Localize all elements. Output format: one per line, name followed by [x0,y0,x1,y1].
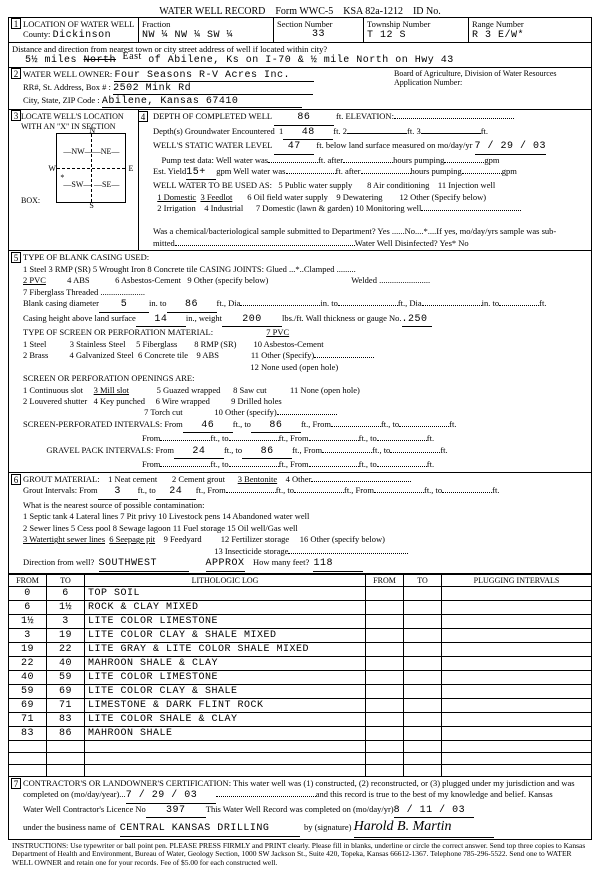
gauge-val: .250 [402,313,432,328]
wt-val: 200 [222,313,282,328]
x-mark: * [60,173,64,182]
table-row: 4059LITE COLOR LIMESTONE [9,670,592,684]
dist-val: 5½ miles North East of Abilene, Ks on I-… [12,55,454,66]
table-row: 5969LITE COLOR CLAY & SHALE [9,684,592,698]
approx: APPROX [206,557,245,572]
gi-t: 24 [156,485,196,500]
feedlot-u: 3 Feedlot [200,192,232,202]
s5-title: TYPE OF BLANK CASING USED: [23,252,149,262]
title: WATER WELL RECORD [159,6,265,17]
spi-t: 86 [251,419,301,434]
city-lbl: City, State, ZIP Code : [23,95,100,105]
sec1-num: 1 [11,18,21,29]
gw1-val: 48 [283,126,333,141]
gi-f: 3 [98,485,138,500]
table-row: 319LITE COLOR CLAY & SHALE MIXED [9,628,592,642]
sec3-num: 3 [11,110,21,121]
gw-lbl: Depth(s) Groundwater Encountered [153,126,275,136]
table-row: 2240MAHROON SHALE & CLAY [9,656,592,670]
ne-lbl: —NE— [93,147,120,156]
sec-val: 33 [277,29,360,40]
feet-val: 118 [313,557,363,572]
table-row: 6971LIMESTONE & DARK FLINT ROCK [9,698,592,712]
cert: CONTRACTOR'S OR LANDOWNER'S CERTIFICATIO… [23,778,575,788]
section-box: N S W E —NW— —NE— —SW— —SE— * [56,133,126,203]
lithologic-log: FROM TO LITHOLOGIC LOG FROM TO PLUGGING … [8,574,592,777]
bcd2-val: 86 [167,298,217,313]
s6-title: GROUT MATERIAL: [23,474,100,484]
table-row: 1922LITE GRAY & LITE COLOR SHALE MIXED [9,642,592,656]
chem: Was a chemical/bacteriological sample su… [153,226,556,236]
frac-val: NW ¼ NW ¼ SW ¼ [142,30,233,41]
instructions: INSTRUCTIONS: Use typewriter or ball poi… [8,840,592,869]
cht-val: 14 [136,313,186,328]
swl-val: 47 [274,140,314,155]
twp-lbl: Township Number [367,19,430,29]
wwr-date: 8 / 11 / 03 [394,804,474,819]
sec2-num: 2 [11,68,21,79]
owner-val: Four Seasons R-V Acres Inc. [114,70,314,82]
lic-val: 397 [146,804,206,819]
table-row: 06TOP SOIL [9,586,592,600]
table-row: 7183LITE COLOR SHALE & CLAY [9,712,592,726]
se-lbl: —SE— [94,180,119,189]
nw-lbl: —NW— [63,147,92,156]
depth-val: 86 [274,111,334,126]
bus-val: CENTRAL KANSAS DRILLING [120,822,300,837]
gpi-t: 86 [242,445,292,460]
rng-val: R 3 E/W* [472,30,524,41]
dist-lbl: Distance and direction from nearest town… [12,44,327,54]
rng-lbl: Range Number [472,19,524,29]
dir-val: SOUTHWEST [99,557,189,572]
county-lbl: County: [23,29,50,39]
frac-lbl: Fraction [142,19,170,29]
signature: Harold B. Martin [354,818,494,838]
sec6-num: 6 [11,474,21,485]
table-row [9,752,592,764]
table-row: 61½ROCK & CLAY MIXED [9,600,592,614]
app-lbl: Application Number: [394,78,462,87]
city-val: Abilene, Kansas 67410 [102,96,302,108]
addr-lbl: RR#, St. Address, Box # : [23,82,111,92]
id-lbl: ID No. [413,6,441,17]
elev-lbl: ft. ELEVATION: [336,111,394,121]
comp-date: 7 / 29 / 03 [126,789,216,804]
swl-date: 7 / 29 / 03 [475,140,547,155]
bcd-val: 5 [99,298,149,313]
sec4-num: 4 [138,111,148,122]
table-row [9,764,592,776]
sw-lbl: —SW— [63,180,91,189]
form-no: Form WWC-5 [275,6,333,17]
est-val: 15+ [186,166,216,181]
sec5-num: 5 [11,252,21,263]
table-row: 8386MAHROON SHALE [9,726,592,740]
swl-lbl: WELL'S STATIC WATER LEVEL [153,140,272,150]
s2-title: WATER WELL OWNER: [23,69,112,79]
gpi-f: 24 [174,445,224,460]
table-row: 1½3LITE COLOR LIMESTONE [9,614,592,628]
s1-title: LOCATION OF WATER WELL [23,19,134,29]
county-val: Dickinson [53,30,112,41]
twp-val: T 12 S [367,30,406,41]
spi-f: 46 [183,419,233,434]
table-row [9,740,592,752]
domestic-u: 1 Domestic [157,192,196,202]
sec7-num: 7 [11,778,21,789]
sec-lbl: Section Number [277,19,332,29]
board: Board of Agriculture, Division of Water … [394,69,557,78]
ksa: KSA 82a-1212 [343,6,403,17]
depth-lbl: DEPTH OF COMPLETED WELL [153,111,272,121]
addr-val: 2502 Mink Rd [113,83,313,95]
form-page: WATER WELL RECORD Form WWC-5 KSA 82a-121… [0,0,600,870]
form-header: WATER WELL RECORD Form WWC-5 KSA 82a-121… [8,6,592,17]
